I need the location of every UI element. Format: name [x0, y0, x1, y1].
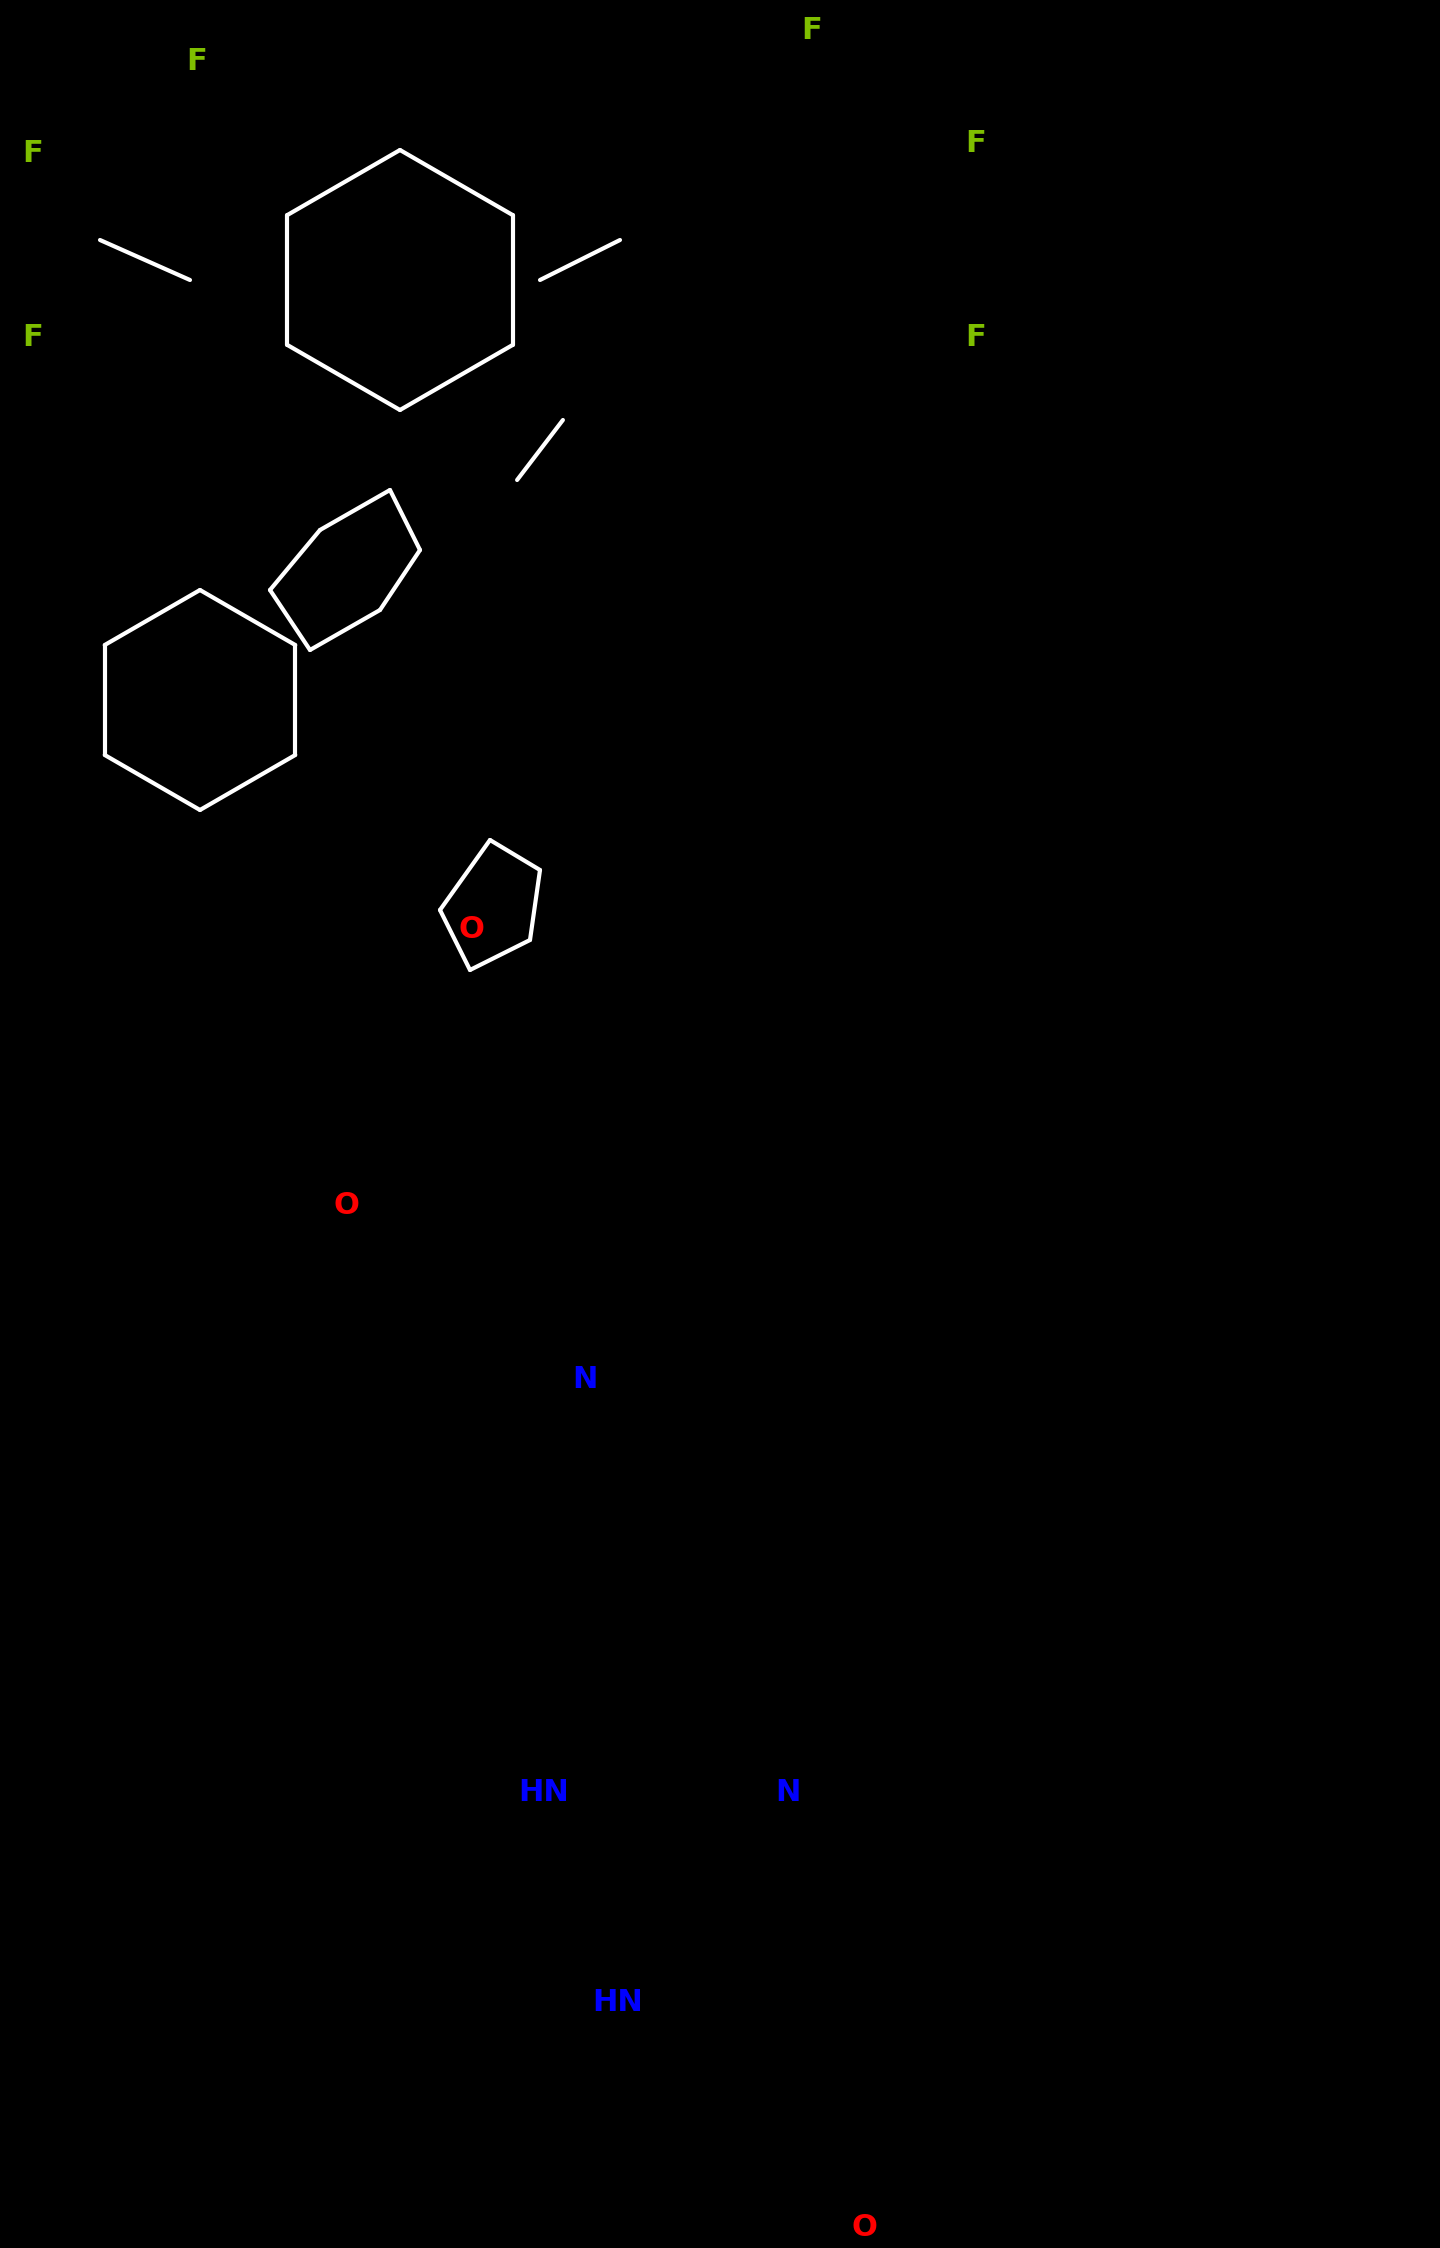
Text: F: F [186, 47, 207, 76]
Text: HN: HN [518, 1778, 569, 1807]
Text: F: F [23, 139, 43, 169]
Text: O: O [334, 1191, 360, 1221]
Text: HN: HN [592, 1987, 644, 2016]
Text: F: F [965, 324, 985, 351]
Text: F: F [23, 324, 43, 351]
Text: N: N [573, 1365, 598, 1394]
Text: O: O [851, 2212, 877, 2241]
Text: N: N [775, 1778, 801, 1807]
Text: O: O [458, 915, 484, 944]
Text: F: F [801, 16, 822, 45]
Text: F: F [965, 128, 985, 157]
